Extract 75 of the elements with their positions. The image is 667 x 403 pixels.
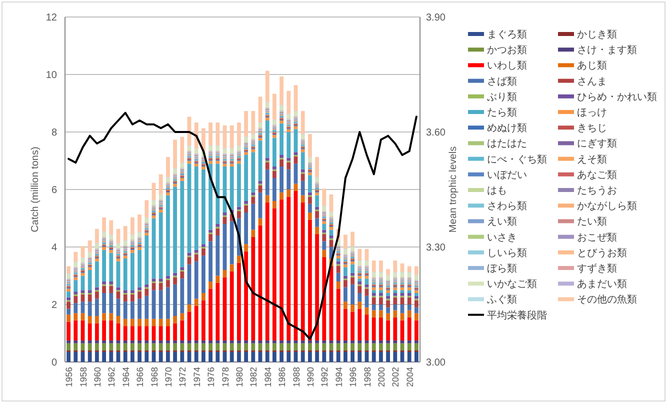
legend-label: あじ類 (577, 60, 607, 72)
x-tick-label: 1984 (262, 367, 273, 388)
x-tick-label: 1974 (192, 367, 202, 388)
y-tick-label: 10 (46, 70, 58, 81)
legend-label: 平均栄養段階 (487, 309, 547, 322)
legend-label: いさき (487, 232, 517, 244)
legend-label: たい類 (577, 216, 607, 228)
legend-label: さわら類 (487, 200, 527, 212)
legend-label: まぐろ類 (487, 28, 527, 40)
legend-label: たら類 (487, 106, 517, 118)
x-tick-label: 1990 (305, 367, 316, 388)
x-tick-label: 1988 (291, 367, 302, 388)
legend-label: はも (487, 186, 507, 196)
legend-label: あまだい類 (577, 278, 627, 290)
x-tick-label: 1970 (163, 367, 174, 388)
x-tick-label: 1968 (149, 367, 160, 388)
legend-label: しいら類 (487, 246, 527, 259)
y-tick-label: 2 (51, 300, 58, 311)
legend-label: たちうお (577, 186, 617, 196)
x-tick-label: 1976 (206, 367, 216, 388)
legend-label: かながしら類 (577, 200, 637, 212)
x-tick-label: 1978 (220, 367, 230, 388)
x-tick-label: 1972 (178, 367, 188, 388)
legend-label: とびうお類 (577, 246, 627, 259)
legend-label: かつお類 (487, 44, 527, 56)
legend-label: えい類 (487, 216, 517, 228)
y-tick-label: 4 (51, 242, 58, 254)
y2-tick-label: 3.00 (426, 358, 446, 368)
legend-label: はたはた (487, 138, 527, 150)
x-tick-label: 1956 (64, 367, 74, 388)
legend-label: えそ類 (577, 153, 607, 166)
legend-label: にべ・ぐち類 (487, 153, 547, 166)
x-tick-label: 1998 (362, 367, 372, 388)
legend-label: にぎす類 (577, 138, 617, 150)
legend-label: いわし類 (487, 60, 527, 72)
y-axis-title: Catch (million tons) (30, 146, 41, 232)
legend-label: さんま (577, 76, 607, 88)
x-tick-label: 1982 (248, 367, 259, 388)
y2-tick-label: 3.60 (426, 128, 446, 138)
y-tick-label: 0 (51, 358, 58, 368)
x-tick-label: 1964 (120, 367, 131, 388)
y-tick-label: 6 (51, 185, 58, 196)
x-tick-label: 1992 (320, 367, 330, 388)
legend-label: すずき類 (577, 262, 617, 274)
y-tick-label: 12 (46, 12, 58, 24)
x-tick-label: 1994 (334, 367, 344, 388)
legend-label: きちじ (577, 123, 607, 134)
y2-axis-title: Mean trophic levels (448, 146, 459, 233)
legend-label: さば類 (487, 75, 517, 88)
x-tick-label: 2002 (390, 367, 401, 388)
x-tick-label: 1966 (135, 367, 146, 388)
legend-label: ひらめ・かれい類 (577, 90, 657, 103)
x-tick-label: 1996 (348, 367, 358, 388)
x-tick-label: 1962 (106, 367, 117, 388)
legend-label: いかなご類 (487, 278, 537, 290)
legend-label: ぼら類 (487, 262, 517, 274)
legend-label: ぶり類 (487, 90, 517, 103)
legend-label: めぬけ類 (487, 122, 527, 134)
legend-label: その他の魚類 (577, 294, 637, 306)
x-tick-label: 1958 (78, 367, 88, 388)
legend-label: あなご類 (577, 168, 617, 181)
legend-label: さけ・ます類 (577, 44, 637, 56)
legend-label: かじき類 (577, 28, 617, 40)
y2-tick-label: 3.90 (426, 12, 446, 24)
legend-label: ほっけ (577, 108, 607, 118)
x-tick-label: 1986 (277, 367, 288, 388)
y2-tick-label: 3.30 (426, 242, 446, 254)
x-tick-label: 2004 (404, 367, 415, 388)
legend-label: おこぜ類 (577, 231, 617, 244)
legend-label: ふぐ類 (486, 294, 517, 306)
legend-label: いぼだい (487, 170, 527, 181)
x-tick-label: 1960 (92, 367, 102, 388)
x-tick-label: 2000 (376, 367, 386, 388)
x-tick-label: 1980 (234, 367, 244, 388)
y-tick-label: 8 (51, 128, 58, 138)
